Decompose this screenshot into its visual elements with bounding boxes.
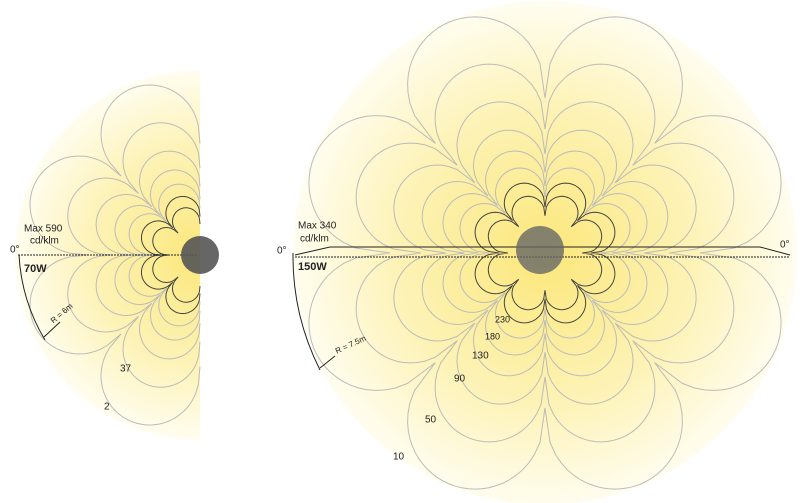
power-label: 150W <box>298 261 327 273</box>
contour-line <box>67 122 201 388</box>
zero-label: 0° <box>10 245 20 256</box>
max-label: Max 590 <box>24 224 63 235</box>
contour-line <box>355 63 735 443</box>
panel-150w: 0° 0° Max 340 cd/klm 150W R = 7.5m 230 1… <box>277 1 797 503</box>
max-label: Max 340 <box>298 221 337 232</box>
contour-line <box>442 150 648 356</box>
contour-label: 130 <box>472 351 489 362</box>
contour-label: 37 <box>120 364 132 375</box>
contour-line <box>141 196 201 314</box>
lamp <box>516 226 564 274</box>
zero-label: 0° <box>780 240 790 251</box>
light-area <box>15 70 200 440</box>
contour-line <box>393 101 697 405</box>
contour-line <box>474 182 616 324</box>
contour-line <box>421 129 669 377</box>
lamp <box>181 236 219 274</box>
unit-label: cd/klm <box>30 236 59 247</box>
contour-line <box>487 195 603 311</box>
contour-line <box>308 16 782 490</box>
contour-line <box>95 150 201 360</box>
power-label: 70W <box>24 263 47 275</box>
radius-arrow <box>319 355 336 369</box>
radius-arc <box>18 254 46 341</box>
contour-label: 90 <box>454 374 466 385</box>
contour-line <box>459 167 631 339</box>
radius-arrow <box>43 321 61 338</box>
contour-label: 2 <box>104 402 110 413</box>
unit-label: cd/klm <box>300 234 329 245</box>
contour-label: 50 <box>425 415 437 426</box>
contour-label: 10 <box>393 452 405 463</box>
contour-label: 230 <box>495 314 510 324</box>
zero-label: 0° <box>277 246 287 257</box>
panel-70w: 0° Max 590 cd/klm 70W R = 6m 37 2 <box>10 70 219 440</box>
contour-label: 180 <box>485 331 500 341</box>
radius-arc <box>292 252 321 371</box>
